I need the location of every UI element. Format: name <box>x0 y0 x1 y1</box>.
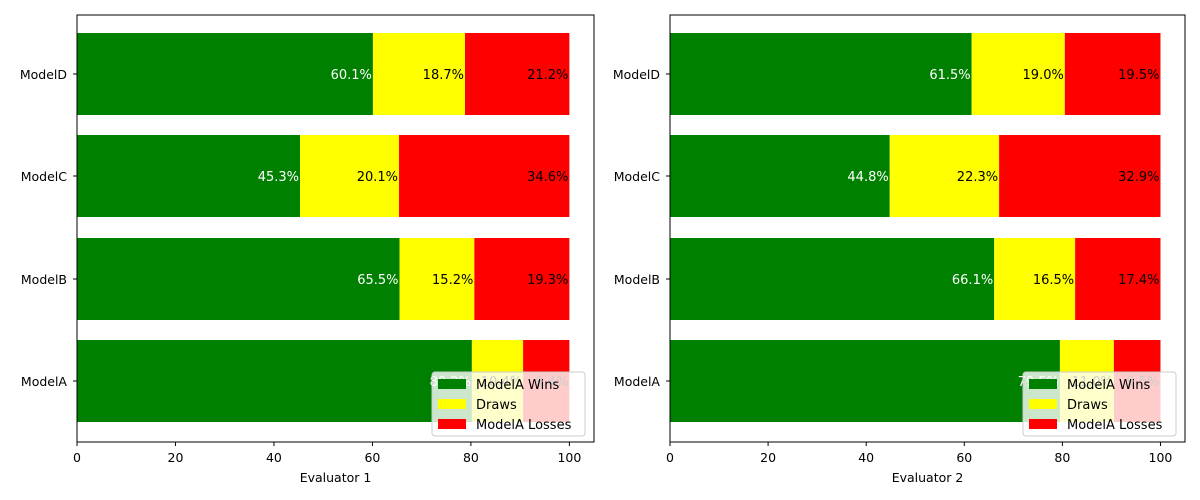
value-label-draws-modelc: 22.3% <box>957 170 998 185</box>
value-label-draws-modelc: 20.1% <box>357 170 398 185</box>
chart-panel-2: 79.5%11.0%9.5%66.1%16.5%17.4%44.8%22.3%3… <box>613 14 1186 485</box>
legend-label-modela-losses: ModelA Losses <box>1067 418 1163 433</box>
legend-label-modela-wins: ModelA Wins <box>476 378 559 393</box>
value-label-draws-modelb: 16.5% <box>1033 273 1074 288</box>
legend-swatch-modela-losses <box>438 419 466 429</box>
y-tick-label-modelc: ModelC <box>614 169 661 184</box>
bar-modela-losses-modelb <box>1075 238 1161 320</box>
value-label-draws-modeld: 19.0% <box>1023 68 1064 83</box>
value-label-modela-losses-modelb: 19.3% <box>527 273 568 288</box>
legend-label-draws: Draws <box>1067 398 1108 413</box>
bar-modela-losses-modelc <box>399 135 570 217</box>
x-tick-label-20: 20 <box>760 450 776 465</box>
x-tick-label-60: 60 <box>956 450 972 465</box>
value-label-modela-losses-modelb: 17.4% <box>1118 273 1159 288</box>
axes-frame <box>669 14 1186 443</box>
x-tick-label-20: 20 <box>168 450 184 465</box>
legend-swatch-modela-wins <box>438 379 466 389</box>
bar-modela-wins-modeld <box>670 33 972 115</box>
legend-swatch-modela-losses <box>1029 419 1057 429</box>
bar-modela-wins-modelb <box>670 238 995 320</box>
value-label-modela-wins-modeld: 60.1% <box>331 68 372 83</box>
bar-draws-modelb <box>399 238 475 320</box>
legend-box <box>1022 371 1177 437</box>
value-label-modela-losses-modeld: 19.5% <box>1118 68 1159 83</box>
x-tick-label-0: 0 <box>666 450 674 465</box>
bar-modela-losses-modelc <box>999 135 1161 217</box>
x-tick-label-40: 40 <box>266 450 282 465</box>
y-tick-label-modelb: ModelB <box>21 272 67 287</box>
bar-modela-losses-modelb <box>474 238 570 320</box>
value-label-modela-wins-modelb: 66.1% <box>952 273 993 288</box>
bar-modela-losses-modeld <box>1064 33 1161 115</box>
value-label-modela-wins-modelb: 65.5% <box>357 273 398 288</box>
x-axis-label: Evaluator 2 <box>892 470 964 485</box>
legend-label-modela-wins: ModelA Wins <box>1067 378 1150 393</box>
value-label-modela-losses-modelc: 34.6% <box>527 170 568 185</box>
value-label-modela-losses-modelc: 32.9% <box>1118 170 1159 185</box>
value-label-modela-losses-modeld: 21.2% <box>527 68 568 83</box>
bar-modela-wins-modeld <box>77 33 373 115</box>
x-axis-label: Evaluator 1 <box>300 470 372 485</box>
bar-modela-wins-modela <box>77 340 472 422</box>
bar-modela-losses-modeld <box>464 33 570 115</box>
x-tick-label-40: 40 <box>858 450 874 465</box>
bar-modela-wins-modelb <box>77 238 400 320</box>
legend-label-draws: Draws <box>476 398 517 413</box>
bar-modela-wins-modela <box>670 340 1060 422</box>
legend-label-modela-losses: ModelA Losses <box>476 418 572 433</box>
bar-draws-modelc <box>300 135 400 217</box>
legend-swatch-modela-wins <box>1029 379 1057 389</box>
bar-modela-wins-modelc <box>77 135 301 217</box>
x-tick-label-100: 100 <box>1149 450 1173 465</box>
legend-swatch-draws <box>1029 399 1057 409</box>
bar-draws-modeld <box>372 33 465 115</box>
bar-draws-modelb <box>994 238 1076 320</box>
legend-box <box>431 371 586 437</box>
chart-panel-1: 80.2%10.4%9.4%65.5%15.2%19.3%45.3%20.1%3… <box>20 14 595 485</box>
y-tick-label-modeld: ModelD <box>613 67 660 82</box>
x-tick-label-60: 60 <box>364 450 380 465</box>
value-label-modela-wins-modeld: 61.5% <box>929 68 970 83</box>
y-tick-label-modeld: ModelD <box>20 67 67 82</box>
legend: ModelA Wins Draws ModelA Losses <box>431 371 586 437</box>
y-tick-label-modelc: ModelC <box>21 169 68 184</box>
bar-draws-modelc <box>889 135 1000 217</box>
x-tick-label-0: 0 <box>73 450 81 465</box>
bar-draws-modeld <box>971 33 1065 115</box>
x-tick-label-100: 100 <box>557 450 581 465</box>
legend-swatch-draws <box>438 399 466 409</box>
x-tick-label-80: 80 <box>1054 450 1070 465</box>
value-label-modela-wins-modelc: 45.3% <box>258 170 299 185</box>
value-label-draws-modeld: 18.7% <box>423 68 464 83</box>
x-tick-label-80: 80 <box>463 450 479 465</box>
value-label-draws-modelb: 15.2% <box>432 273 473 288</box>
legend: ModelA Wins Draws ModelA Losses <box>1022 371 1177 437</box>
y-tick-label-modelb: ModelB <box>614 272 660 287</box>
value-label-modela-wins-modelc: 44.8% <box>847 170 888 185</box>
axes-frame <box>76 14 595 443</box>
y-tick-label-modela: ModelA <box>21 374 68 389</box>
y-tick-label-modela: ModelA <box>614 374 661 389</box>
bar-modela-wins-modelc <box>670 135 890 217</box>
